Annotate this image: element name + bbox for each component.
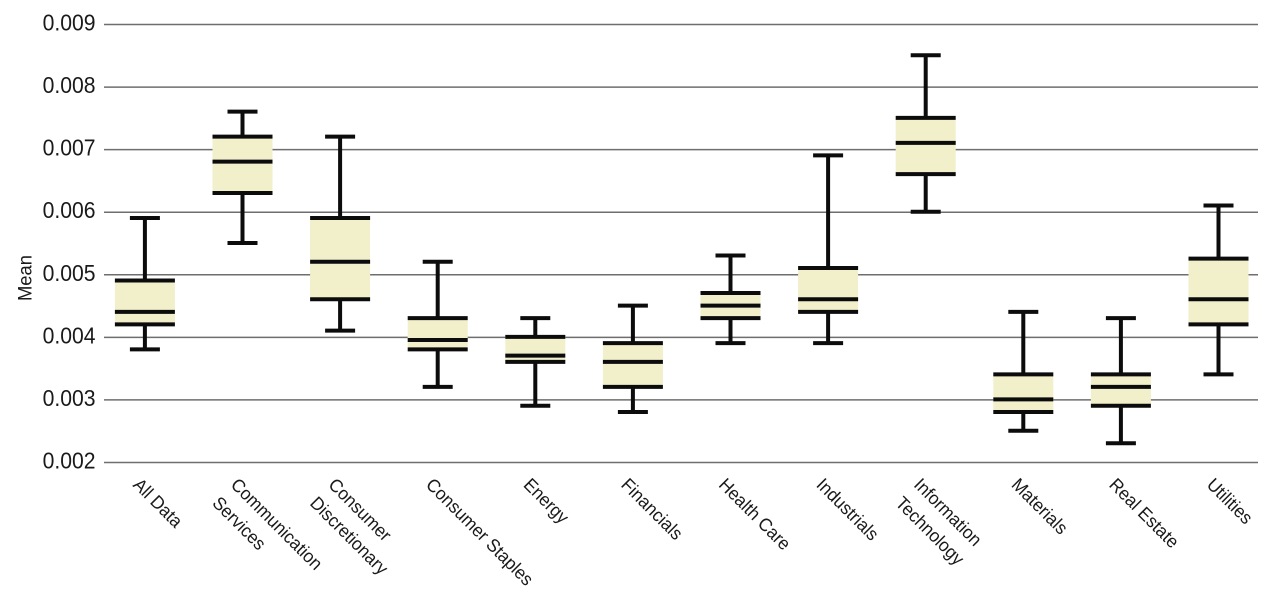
svg-text:0.007: 0.007 xyxy=(43,135,96,161)
svg-text:0.008: 0.008 xyxy=(43,72,96,98)
svg-text:0.009: 0.009 xyxy=(43,10,96,36)
svg-text:0.006: 0.006 xyxy=(43,197,96,223)
svg-text:Mean: Mean xyxy=(14,255,35,301)
svg-text:0.003: 0.003 xyxy=(43,385,96,411)
svg-text:0.004: 0.004 xyxy=(43,323,96,349)
svg-text:0.005: 0.005 xyxy=(43,260,96,286)
svg-text:0.002: 0.002 xyxy=(43,448,96,474)
